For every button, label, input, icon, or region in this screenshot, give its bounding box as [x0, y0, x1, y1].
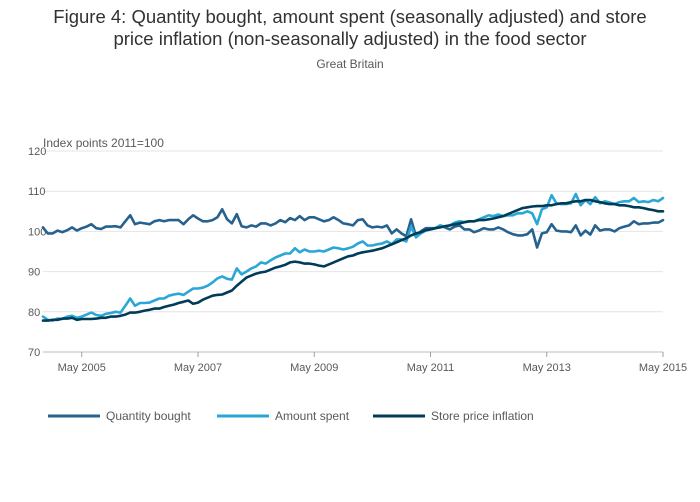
series-lines — [41, 192, 665, 322]
x-axis: May 2005 May 2007 May 2009 May 2011 May 2013… — [58, 352, 687, 374]
legend-label-store-price-inflation: Store price inflation — [431, 409, 534, 423]
series-line-store-price-inflation — [41, 198, 665, 322]
y-tick-label: 70 — [28, 347, 40, 359]
legend-label-quantity-bought: Quantity bought — [106, 409, 191, 423]
grid-lines — [43, 150, 663, 353]
y-tick-label: 100 — [28, 226, 46, 238]
y-axis-label: Index points 2011=100 — [43, 136, 164, 150]
y-tick-label: 110 — [28, 186, 46, 198]
y-tick-label: 120 — [28, 146, 46, 158]
legend-label-amount-spent: Amount spent — [275, 409, 350, 423]
x-tick-label: May 2005 — [58, 362, 106, 374]
chart-title-line-2: price inflation (non-seasonally adjusted… — [113, 28, 587, 49]
x-tick-label: May 2007 — [174, 362, 222, 374]
chart-subtitle: Great Britain — [316, 57, 384, 71]
x-tick-label: May 2013 — [523, 362, 571, 374]
x-tick-label: May 2011 — [407, 362, 455, 374]
y-axis: 70 80 90 100 110 120 — [28, 146, 46, 359]
y-tick-label: 90 — [28, 267, 40, 279]
series-line-quantity-bought — [41, 208, 665, 249]
series-line-amount-spent — [41, 192, 665, 322]
x-tick-label: May 2009 — [290, 362, 338, 374]
y-tick-label: 80 — [28, 307, 40, 319]
chart-title: Figure 4: Quantity bought, amount spent … — [0, 6, 700, 50]
legend: Quantity bought Amount spent Store price i… — [48, 409, 534, 423]
x-tick-label: May 2015 — [639, 362, 687, 374]
chart-title-line-1: Figure 4: Quantity bought, amount spent … — [53, 6, 647, 27]
